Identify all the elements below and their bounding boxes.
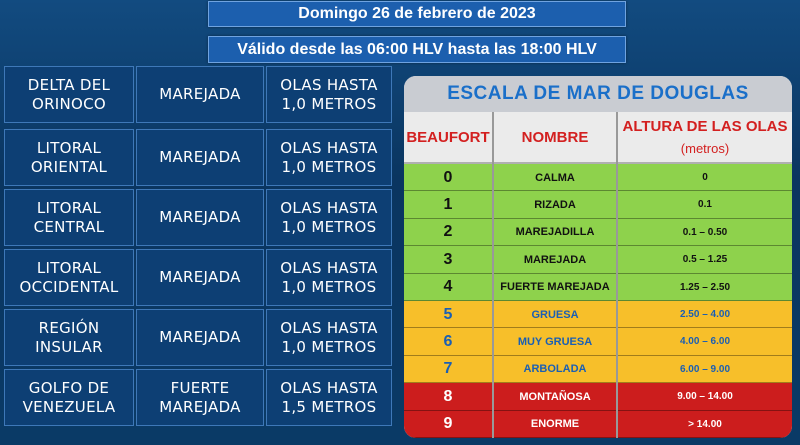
scale-row: 1 RIZADA 0.1	[404, 191, 792, 219]
waves-cell: OLAS HASTA 1,5 METROS	[266, 369, 392, 426]
scale-name: MUY GRUESA	[517, 335, 593, 348]
table-row: GOLFO DE VENEZUELA FUERTE MAREJADA OLAS …	[0, 369, 392, 428]
waves-cell: OLAS HASTA 1,0 METROS	[266, 249, 392, 306]
scale-level: 2	[443, 223, 453, 241]
scale-name: RIZADA	[534, 198, 576, 211]
validity-banner: Válido desde las 06:00 HLV hasta las 18:…	[208, 36, 626, 63]
scale-height: 6.00 – 9.00	[679, 363, 731, 375]
condition-cell: MAREJADA	[136, 309, 264, 366]
scale-height: 2.50 – 4.00	[679, 309, 731, 320]
date-banner: Domingo 26 de febrero de 2023	[208, 1, 626, 27]
scale-height: 9.00 – 14.00	[677, 391, 733, 403]
scale-row: 3 MAREJADA 0.5 – 1.25	[404, 246, 792, 274]
table-row: LITORAL OCCIDENTAL MAREJADA OLAS HASTA 1…	[0, 249, 392, 308]
scale-level: 8	[443, 387, 453, 405]
scale-name: FUERTE MAREJADA	[500, 281, 610, 294]
scale-name: ENORME	[530, 418, 580, 431]
header-height-unit: (metros)	[680, 141, 730, 156]
header-beaufort: BEAUFORT	[406, 129, 490, 146]
scale-height: 1.25 – 2.50	[679, 281, 731, 293]
douglas-scale-panel: ESCALA DE MAR DE DOUGLAS BEAUFORT NOMBRE…	[404, 76, 792, 438]
condition-cell: MAREJADA	[136, 249, 264, 306]
scale-name: GRUESA	[531, 308, 579, 321]
waves-cell: OLAS HASTA 1,0 METROS	[266, 189, 392, 246]
scale-level: 0	[443, 168, 453, 186]
header-name: NOMBRE	[521, 129, 589, 146]
scale-name: MONTAÑOSA	[519, 390, 591, 403]
scale-level: 1	[443, 195, 453, 213]
condition-cell: FUERTE MAREJADA	[136, 369, 264, 426]
region-cell: GOLFO DE VENEZUELA	[4, 369, 134, 426]
waves-cell: OLAS HASTA 1,0 METROS	[266, 309, 392, 366]
column-divider	[616, 112, 618, 438]
forecast-table: DELTA DEL ORINOCO MAREJADA OLAS HASTA 1,…	[0, 66, 392, 444]
scale-level: 3	[443, 250, 453, 268]
header-height: ALTURA DE LAS OLAS (metros)	[618, 112, 792, 164]
condition-cell: MAREJADA	[136, 66, 264, 123]
scale-row: 7 ARBOLADA 6.00 – 9.00	[404, 355, 792, 384]
condition-cell: MAREJADA	[136, 189, 264, 246]
header-height-label: ALTURA DE LAS OLAS	[622, 118, 788, 135]
column-divider	[492, 112, 494, 438]
scale-level: 5	[443, 305, 453, 323]
table-row: LITORAL CENTRAL MAREJADA OLAS HASTA 1,0 …	[0, 189, 392, 248]
region-cell: LITORAL CENTRAL	[4, 189, 134, 246]
waves-cell: OLAS HASTA 1,0 METROS	[266, 129, 392, 186]
scale-level: 6	[443, 332, 453, 350]
scale-height: 4.00 – 6.00	[679, 336, 731, 348]
scale-title: ESCALA DE MAR DE DOUGLAS	[404, 76, 792, 112]
scale-level: 9	[443, 415, 453, 433]
scale-name: MAREJADA	[523, 253, 587, 266]
scale-height: > 14.00	[688, 418, 722, 430]
scale-level: 4	[443, 278, 453, 296]
condition-cell: MAREJADA	[136, 129, 264, 186]
scale-name: CALMA	[535, 171, 575, 184]
scale-header: BEAUFORT NOMBRE ALTURA DE LAS OLAS (metr…	[404, 112, 792, 164]
table-row: DELTA DEL ORINOCO MAREJADA OLAS HASTA 1,…	[0, 66, 392, 125]
scale-row: 0 CALMA 0	[404, 164, 792, 192]
scale-row: 9 ENORME > 14.00	[404, 410, 792, 438]
scale-row: 6 MUY GRUESA 4.00 – 6.00	[404, 328, 792, 356]
waves-cell: OLAS HASTA 1,0 METROS	[266, 66, 392, 123]
scale-row: 2 MAREJADILLA 0.1 – 0.50	[404, 218, 792, 247]
scale-height: 0.5 – 1.25	[682, 254, 728, 266]
scale-height: 0.1 – 0.50	[682, 226, 728, 238]
scale-name: ARBOLADA	[523, 363, 587, 376]
region-cell: REGIÓN INSULAR	[4, 309, 134, 366]
table-row: REGIÓN INSULAR MAREJADA OLAS HASTA 1,0 M…	[0, 309, 392, 368]
scale-height: 0	[702, 172, 708, 183]
scale-level: 7	[443, 360, 453, 378]
scale-height: 0.1	[698, 199, 712, 211]
region-cell: LITORAL OCCIDENTAL	[4, 249, 134, 306]
scale-row: 4 FUERTE MAREJADA 1.25 – 2.50	[404, 273, 792, 301]
scale-row: 5 GRUESA 2.50 – 4.00	[404, 301, 792, 329]
table-row: LITORAL ORIENTAL MAREJADA OLAS HASTA 1,0…	[0, 129, 392, 188]
scale-row: 8 MONTAÑOSA 9.00 – 14.00	[404, 383, 792, 411]
header-divider	[404, 162, 792, 164]
scale-name: MAREJADILLA	[515, 226, 595, 239]
region-cell: LITORAL ORIENTAL	[4, 129, 134, 186]
region-cell: DELTA DEL ORINOCO	[4, 66, 134, 123]
